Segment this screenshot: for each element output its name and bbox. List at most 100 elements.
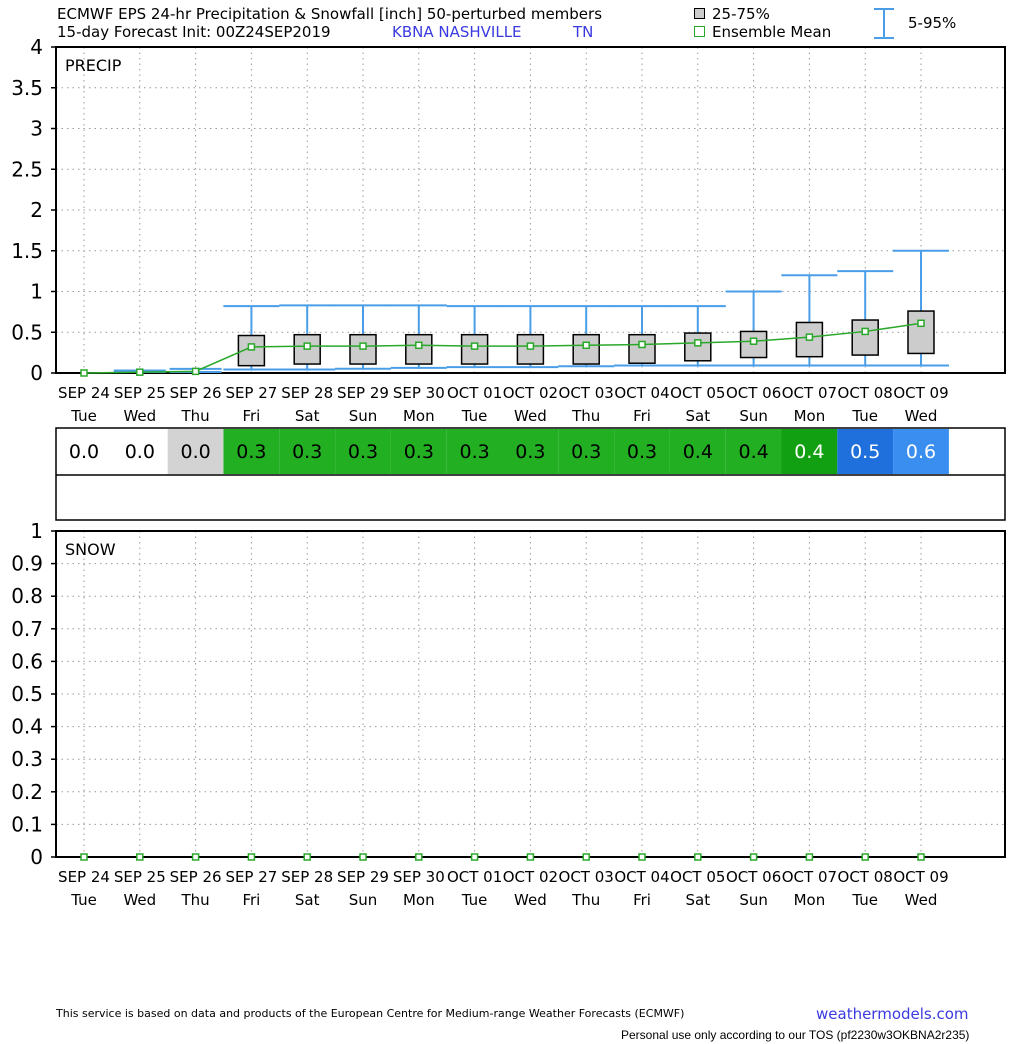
iqr-box [405, 333, 433, 365]
x-day-label: Wed [905, 891, 938, 909]
x-tick-label: OCT 06 [726, 868, 781, 886]
x-tick-label: SEP 24 [58, 868, 110, 886]
forecast-init: 15-day Forecast Init: 00Z24SEP2019 [57, 23, 331, 41]
mean-marker [582, 341, 590, 350]
precip-cell-value: 0.3 [459, 441, 489, 463]
x-tick-label: SEP 27 [225, 868, 277, 886]
y-tick-label: 1.5 [11, 239, 43, 263]
x-day-label: Sat [295, 407, 320, 425]
mean-marker [749, 853, 758, 861]
mean-marker [136, 368, 144, 376]
x-day-label: Mon [794, 891, 826, 909]
legend-range-icon [874, 8, 894, 39]
mean-marker [526, 342, 535, 350]
x-tick-label: SEP 30 [393, 384, 445, 402]
x-tick-label: OCT 07 [782, 384, 837, 402]
precip-cell [781, 429, 838, 474]
y-tick-label: 1 [30, 280, 43, 304]
precip-cell-value: 0.4 [683, 441, 713, 463]
legend-iqr-swatch [694, 8, 705, 19]
x-tick-label: SEP 28 [281, 384, 333, 402]
precip-cell-value: 0.0 [180, 441, 210, 463]
x-tick-label: OCT 04 [614, 868, 669, 886]
mean-marker [861, 327, 869, 336]
mean-marker [415, 341, 423, 350]
x-day-label: Thu [181, 891, 210, 909]
x-tick-label: SEP 26 [170, 384, 222, 402]
precip-cell-value: 0.3 [292, 441, 322, 463]
mean-marker [359, 853, 367, 861]
footer-site-link[interactable]: weathermodels.com [816, 1005, 969, 1023]
x-day-label: Tue [70, 891, 97, 909]
x-day-label: Mon [794, 407, 826, 425]
x-tick-label: OCT 05 [670, 384, 725, 402]
mean-marker [638, 853, 646, 861]
precip-cell [223, 429, 280, 474]
precip-cell [167, 429, 224, 474]
y-tick-label: 0 [30, 361, 43, 385]
x-tick-label: OCT 06 [726, 384, 781, 402]
x-tick-label: OCT 04 [614, 384, 669, 402]
mean-marker [694, 339, 702, 347]
precip-cell [614, 429, 670, 474]
mean-marker [80, 853, 88, 861]
mean-marker [359, 342, 367, 350]
x-tick-label: SEP 27 [225, 384, 277, 402]
mean-marker [303, 853, 311, 861]
x-day-label: Fri [633, 891, 651, 909]
precip-cell-value: 0.3 [627, 441, 657, 463]
footer-disclaimer: This service is based on data and produc… [56, 1007, 685, 1020]
y-tick-label: 2 [30, 198, 43, 222]
x-day-label: Sat [685, 891, 710, 909]
precip-cell [725, 429, 782, 474]
mean-marker [861, 853, 869, 861]
y-tick-label: 0.7 [11, 617, 43, 641]
mean-marker [415, 853, 423, 861]
precip-cell [893, 429, 949, 474]
legend-iqr-label: 25-75% [712, 5, 770, 23]
mean-marker [526, 853, 535, 861]
precip-cell [669, 429, 726, 474]
y-tick-label: 0.1 [11, 812, 43, 836]
x-tick-label: SEP 29 [337, 868, 389, 886]
y-tick-label: 3.5 [11, 76, 43, 100]
x-tick-label: OCT 02 [503, 868, 558, 886]
x-day-label: Mon [403, 407, 435, 425]
y-tick-label: 0.8 [11, 584, 43, 608]
mean-marker [247, 343, 256, 351]
precip-cell-value: 0.3 [404, 441, 434, 463]
mean-marker [191, 853, 200, 861]
x-day-label: Thu [571, 407, 600, 425]
x-tick-label: OCT 08 [838, 868, 893, 886]
mean-marker [191, 367, 200, 376]
mean-marker [247, 853, 256, 861]
panel-label: PRECIP [65, 56, 122, 75]
chart-header: ECMWF EPS 24-hr Precipitation & Snowfall… [0, 0, 1024, 46]
x-tick-label: SEP 25 [114, 868, 166, 886]
precip-cell-value: 0.3 [515, 441, 545, 463]
legend-mean-swatch [694, 26, 705, 37]
precip-cell-value: 0.0 [125, 441, 155, 463]
panel-label: SNOW [65, 540, 116, 559]
y-tick-label: 0.5 [11, 320, 43, 344]
x-day-label: Sun [739, 407, 768, 425]
precip-cell-value: 0.3 [236, 441, 266, 463]
x-day-label: Wed [514, 407, 547, 425]
mean-marker [470, 853, 479, 861]
mean-marker [303, 342, 311, 350]
precip-cell-value: 0.4 [794, 441, 824, 463]
x-day-label: Tue [461, 891, 488, 909]
precip-cell [502, 429, 559, 474]
x-day-label: Tue [851, 891, 878, 909]
iqr-box [851, 319, 879, 356]
x-tick-label: SEP 26 [170, 868, 222, 886]
mean-marker [694, 853, 702, 861]
x-tick-label: OCT 07 [782, 868, 837, 886]
x-day-label: Sun [349, 407, 378, 425]
y-tick-label: 0.9 [11, 552, 43, 576]
y-tick-label: 0 [30, 845, 43, 869]
iqr-box [516, 333, 545, 365]
mean-marker [638, 340, 646, 349]
iqr-box [907, 310, 935, 355]
